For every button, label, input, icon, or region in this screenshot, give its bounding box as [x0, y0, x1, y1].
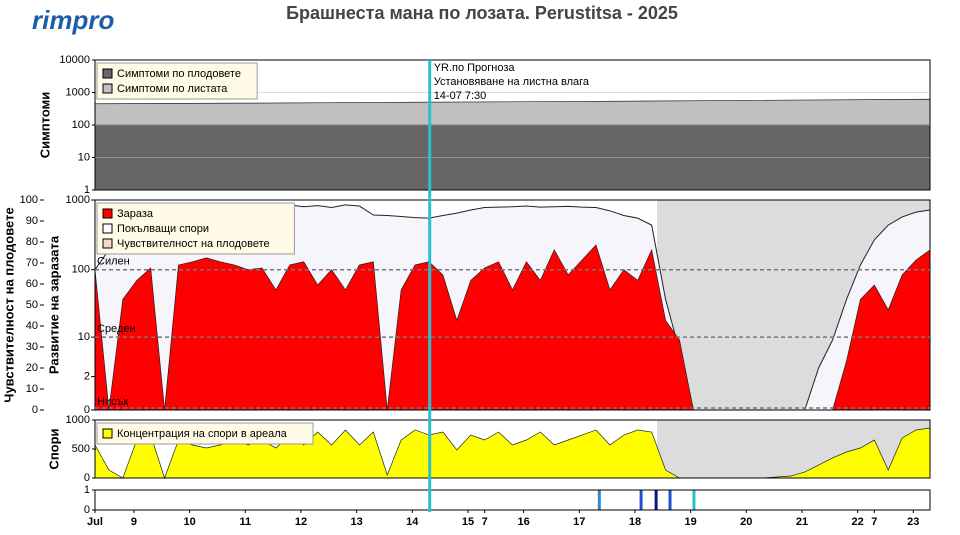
legend-swatch — [102, 83, 113, 94]
legend-swatch — [102, 238, 113, 249]
annotation: YR.по Прогноза — [434, 62, 516, 74]
x-tick-label: 13 — [351, 516, 363, 528]
x-tick-label: 22 — [852, 516, 864, 528]
x-tick-label: 18 — [629, 516, 641, 528]
logo: rimpro — [32, 5, 114, 35]
y-tick-label: 1000 — [66, 414, 90, 426]
y2-tick-label: 100 — [72, 264, 90, 276]
x-tick-label: 14 — [406, 516, 419, 528]
annotation: Установяване на листна влага — [434, 76, 590, 88]
x-tick-label: Jul — [87, 516, 103, 528]
y-tick-label: 0 — [84, 472, 90, 484]
annotation: 14-07 7:30 — [434, 90, 487, 102]
y-tick-label: 1 — [84, 184, 90, 196]
legend-label: Чувствителност на плодовете — [117, 238, 270, 250]
plots — [94, 98, 931, 510]
legend-label: Симптоми по листата — [117, 83, 228, 95]
bar — [597, 490, 601, 510]
bar — [654, 490, 658, 510]
legend-label: Концентрация на спори в ареала — [117, 428, 288, 440]
y-tick-label: 0 — [32, 404, 38, 416]
legend-swatch — [102, 68, 113, 79]
legend-swatch — [102, 223, 113, 234]
y-tick-label: 500 — [72, 443, 90, 455]
y2-tick-label: 2 — [84, 371, 90, 383]
y-axis-title: Чувствителност на плодовете — [1, 207, 16, 402]
y-axis-title: Спори — [46, 428, 61, 469]
y-tick-label: 20 — [26, 362, 38, 374]
legend-label: Покълващи спори — [117, 223, 209, 235]
legend-label: Симптоми по плодовете — [117, 68, 241, 80]
panel-frame — [94, 489, 931, 511]
chart-title: Брашнеста мана по лозата. Perustitsa - 2… — [286, 3, 678, 23]
threshold-label: Среден — [97, 323, 136, 335]
y2-tick-label: 10 — [78, 331, 90, 343]
x-tick-label: 16 — [518, 516, 530, 528]
x-tick-label: 19 — [685, 516, 697, 528]
threshold-label: Нисък — [97, 396, 128, 408]
x-tick-label: 9 — [131, 516, 137, 528]
bar — [639, 490, 643, 510]
legend-swatch — [102, 428, 113, 439]
y-tick-label: 100 — [20, 194, 38, 206]
x-tick-label: 7 — [482, 516, 488, 528]
legend-box — [96, 202, 295, 255]
panel-frame — [94, 199, 931, 411]
x-tick-label: 20 — [740, 516, 752, 528]
x-tick-label: 7 — [871, 516, 877, 528]
y2-tick-label: 0 — [84, 404, 90, 416]
y-tick-label: 90 — [26, 215, 38, 227]
x-tick-label: 10 — [184, 516, 196, 528]
y-axis-title: Симптоми — [37, 92, 52, 158]
y-tick-label: 70 — [26, 257, 38, 269]
y-tick-label: 100 — [72, 119, 90, 131]
y-tick-label: 0 — [84, 504, 90, 516]
bar — [692, 490, 696, 510]
legend-box — [96, 62, 258, 100]
legend-label: Зараза — [117, 208, 154, 220]
y-tick-label: 1 — [84, 484, 90, 496]
x-tick-label: 23 — [907, 516, 919, 528]
legend-box — [96, 422, 314, 445]
x-tick-label: 11 — [239, 516, 251, 528]
x-tick-label: 12 — [295, 516, 307, 528]
threshold-label: Силен — [97, 256, 130, 268]
y2-axis-title: Развитие на заразата — [46, 235, 61, 374]
y-tick-label: 40 — [26, 320, 38, 332]
x-tick-label: 15 — [462, 516, 474, 528]
y-tick-label: 10 — [78, 151, 90, 163]
x-tick-label: 17 — [573, 516, 585, 528]
y-tick-label: 10 — [26, 383, 38, 395]
x-tick-label: 21 — [796, 516, 808, 528]
legend-swatch — [102, 208, 113, 219]
y-tick-label: 1000 — [66, 86, 90, 98]
y2-tick-label: 1000 — [66, 194, 90, 206]
y-tick-label: 30 — [26, 341, 38, 353]
y-tick-label: 80 — [26, 236, 38, 248]
bar — [668, 490, 672, 510]
y-tick-label: 50 — [26, 299, 38, 311]
y-tick-label: 10000 — [59, 54, 90, 66]
y-tick-label: 60 — [26, 278, 38, 290]
